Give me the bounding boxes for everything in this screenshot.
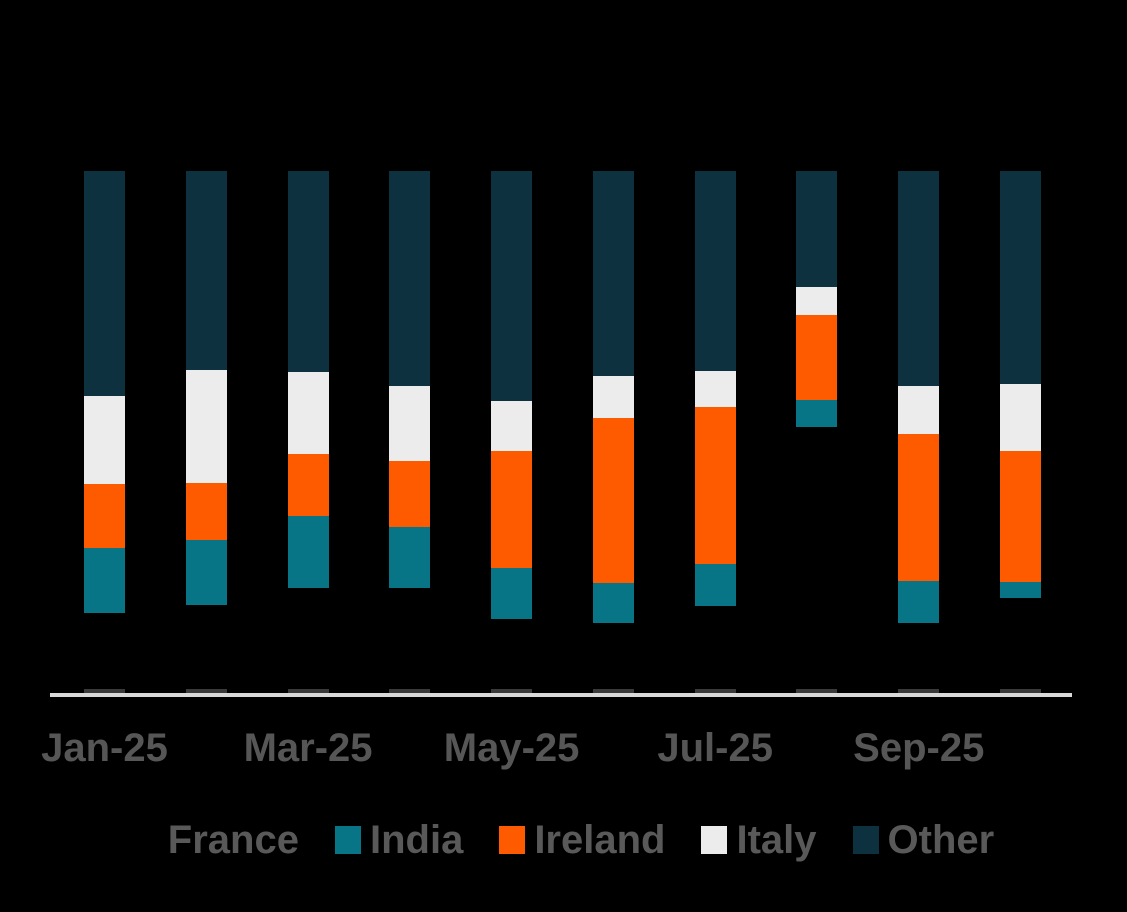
bar-segment-italy-Jun-25: [592, 376, 634, 418]
bar-Apr-25: [389, 171, 431, 693]
bar-segment-other-Jan-25: [84, 171, 125, 396]
legend-label-india: India: [369, 817, 464, 862]
x-tick-label-May-25: May-25: [443, 726, 580, 770]
bar-segment-france-Oct-25: [1000, 598, 1042, 693]
bar-Jun-25: [592, 171, 634, 693]
plot-area: Jan-25 Mar-25 May-25 Jul-25 Sep-25: [41, 171, 1072, 770]
bar-Sep-25: [898, 171, 940, 693]
x-tick-label-Mar-25: Mar-25: [243, 726, 373, 770]
bar-Oct-25: [1000, 171, 1042, 693]
bar-segment-ireland-Jul-25: [694, 407, 736, 564]
bar-segment-france-Sep-25: [898, 623, 940, 693]
legend-label-other: Other: [887, 817, 995, 862]
bar-Aug-25: [796, 171, 838, 693]
bar-segment-ireland-Jan-25: [84, 484, 125, 548]
bar-segment-ireland-Jun-25: [592, 418, 634, 583]
x-tick-label-Jul-25: Jul-25: [657, 726, 773, 770]
bar-segment-india-Jan-25: [84, 548, 125, 613]
legend-swatch-france: [132, 826, 159, 854]
bar-segment-india-Jul-25: [694, 564, 736, 606]
bar-segment-italy-Jul-25: [694, 371, 736, 407]
bar-segment-india-Sep-25: [898, 581, 940, 623]
bar-segment-italy-Jan-25: [84, 396, 125, 484]
bar-segment-ireland-Mar-25: [287, 454, 329, 516]
bar-segment-italy-Sep-25: [898, 386, 940, 434]
bar-segment-italy-Mar-25: [287, 372, 329, 454]
bar-segment-ireland-Sep-25: [898, 434, 940, 581]
legend-swatch-other: [852, 826, 879, 854]
bar-segment-other-Sep-25: [898, 171, 940, 386]
legend-swatch-italy: [701, 826, 728, 854]
legend-item-france: France: [132, 817, 299, 863]
bar-segment-italy-Apr-25: [389, 386, 431, 461]
bar-segment-other-Jul-25: [694, 171, 736, 371]
bar-segment-other-Jun-25: [592, 171, 634, 376]
bar-segment-italy-May-25: [491, 401, 533, 451]
bar-segment-italy-Oct-25: [1000, 384, 1042, 451]
bar-segment-france-Jan-25: [84, 613, 125, 693]
bar-segment-france-Aug-25: [796, 427, 838, 693]
bar-segment-france-Mar-25: [287, 588, 329, 693]
bar-segment-ireland-Apr-25: [389, 461, 431, 527]
legend-label-italy: Italy: [736, 817, 817, 862]
bar-segment-india-May-25: [491, 568, 533, 619]
legend-label-ireland: Ireland: [534, 817, 666, 862]
bar-segment-india-Mar-25: [287, 516, 329, 588]
bar-segment-france-Apr-25: [389, 588, 431, 693]
bar-Jan-25: [84, 171, 125, 693]
x-axis-line: [50, 693, 1072, 697]
bar-segment-other-Oct-25: [1000, 171, 1042, 384]
bar-segment-ireland-Aug-25: [796, 315, 838, 400]
legend-item-india: India: [334, 817, 464, 863]
bar-segment-france-Jul-25: [694, 606, 736, 693]
bar-segment-ireland-May-25: [491, 451, 533, 568]
bar-segment-ireland-Oct-25: [1000, 451, 1042, 582]
legend-item-ireland: Ireland: [499, 818, 665, 863]
legend-swatch-ireland: [499, 826, 526, 854]
legend-label-france: France: [167, 817, 299, 862]
bar-Feb-25: [185, 171, 227, 693]
bar-segment-italy-Aug-25: [796, 287, 838, 315]
bar-segment-india-Feb-25: [185, 540, 227, 605]
bar-segment-other-Apr-25: [389, 171, 431, 386]
legend-swatch-india: [334, 826, 361, 854]
bar-Jul-25: [694, 171, 736, 693]
bar-segment-other-Mar-25: [287, 171, 329, 372]
bar-segment-italy-Feb-25: [185, 370, 227, 483]
x-tick-label-Sep-25: Sep-25: [853, 726, 985, 770]
bar-segment-france-Jun-25: [592, 623, 634, 693]
bar-May-25: [491, 171, 533, 693]
bar-segment-india-Aug-25: [796, 400, 838, 427]
bar-segment-france-Feb-25: [185, 605, 227, 693]
bar-segment-other-Aug-25: [796, 171, 838, 287]
legend: France India Ireland Italy Other: [0, 816, 1127, 864]
legend-item-italy: Italy: [701, 817, 817, 863]
bar-segment-other-May-25: [491, 171, 533, 401]
x-tick-label-Jan-25: Jan-25: [41, 726, 168, 770]
legend-item-other: Other: [852, 817, 995, 863]
bar-segment-india-Oct-25: [1000, 582, 1042, 598]
bar-segment-india-Apr-25: [389, 527, 431, 588]
bar-segment-other-Feb-25: [185, 171, 227, 370]
bar-segment-india-Jun-25: [592, 583, 634, 623]
bar-segment-france-May-25: [491, 619, 533, 693]
bar-Mar-25: [287, 171, 329, 693]
bar-segment-ireland-Feb-25: [185, 483, 227, 540]
